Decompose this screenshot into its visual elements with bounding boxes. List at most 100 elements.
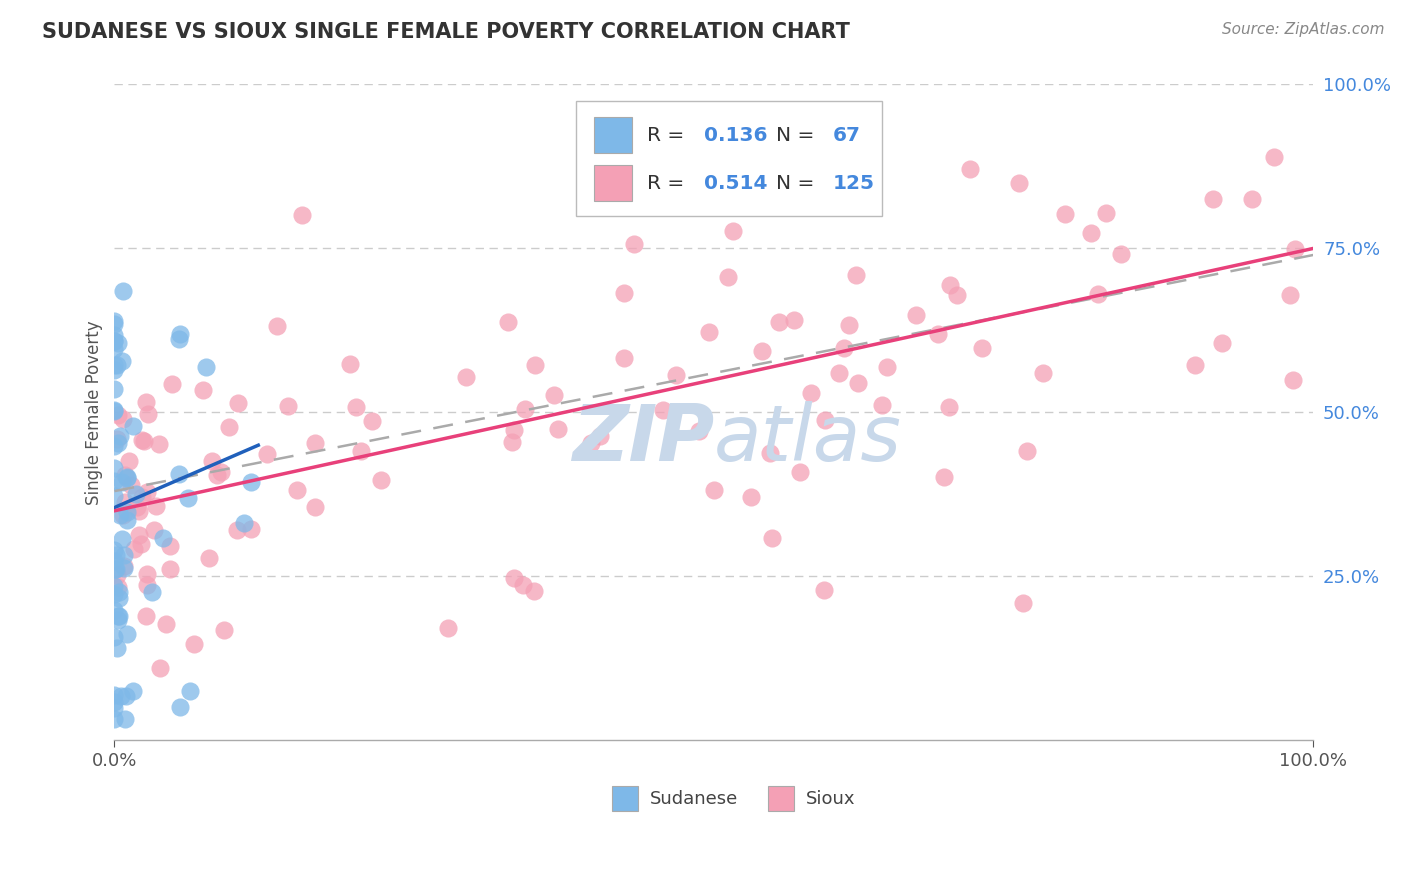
Point <box>846 376 869 390</box>
Point <box>232 516 254 530</box>
Point <box>613 351 636 365</box>
Point <box>501 435 523 450</box>
Point <box>946 288 969 302</box>
Point <box>115 627 138 641</box>
Point <box>344 400 367 414</box>
Point <box>115 513 138 527</box>
Point <box>112 284 135 298</box>
Point <box>169 327 191 342</box>
Point <box>112 560 135 574</box>
Point <box>105 432 128 446</box>
Point <box>513 402 536 417</box>
Point <box>108 591 131 605</box>
Point <box>107 436 129 450</box>
Point <box>117 505 139 519</box>
Point <box>108 585 131 599</box>
Point <box>1263 149 1285 163</box>
Point <box>938 401 960 415</box>
Point <box>456 370 478 384</box>
Point <box>623 237 645 252</box>
Point <box>768 314 790 328</box>
Point <box>103 382 125 396</box>
Point <box>108 428 131 442</box>
Point <box>1080 226 1102 240</box>
Point <box>1015 443 1038 458</box>
Point <box>304 500 326 515</box>
Point <box>155 616 177 631</box>
Text: ZIP: ZIP <box>572 401 714 476</box>
Point <box>110 689 132 703</box>
Point <box>226 396 249 410</box>
Point <box>256 447 278 461</box>
Point <box>740 491 762 505</box>
Point <box>108 508 131 522</box>
Point <box>121 418 143 433</box>
Point <box>613 286 636 301</box>
Point <box>152 531 174 545</box>
Point <box>107 609 129 624</box>
Point <box>496 315 519 329</box>
Point <box>688 424 710 438</box>
Point <box>105 568 128 582</box>
Point <box>1240 192 1263 206</box>
Point <box>800 386 823 401</box>
Point <box>523 584 546 599</box>
Point <box>589 429 612 443</box>
Text: R =: R = <box>647 126 690 145</box>
Text: N =: N = <box>776 126 821 145</box>
Point <box>266 319 288 334</box>
Text: Sudanese: Sudanese <box>651 790 738 808</box>
Point <box>1011 596 1033 610</box>
Point <box>1032 366 1054 380</box>
Point <box>360 414 382 428</box>
Point <box>105 549 128 563</box>
Point <box>304 435 326 450</box>
Point <box>107 408 129 422</box>
Point <box>759 446 782 460</box>
Point <box>751 344 773 359</box>
Point <box>814 413 837 427</box>
Point <box>115 470 138 484</box>
Point <box>128 504 150 518</box>
Text: atlas: atlas <box>714 401 901 476</box>
Text: Source: ZipAtlas.com: Source: ZipAtlas.com <box>1222 22 1385 37</box>
Point <box>105 562 128 576</box>
Point <box>103 334 125 348</box>
Point <box>972 341 994 355</box>
Point <box>828 367 851 381</box>
Point <box>665 368 688 382</box>
Point <box>134 434 156 448</box>
Point <box>1202 192 1225 206</box>
Point <box>103 402 125 417</box>
Point <box>277 399 299 413</box>
Point <box>136 578 159 592</box>
Point <box>122 542 145 557</box>
Point <box>145 499 167 513</box>
Point <box>870 398 893 412</box>
Y-axis label: Single Female Poverty: Single Female Poverty <box>86 320 103 505</box>
Point <box>191 384 214 398</box>
Point <box>107 613 129 627</box>
Point <box>579 436 602 450</box>
Point <box>131 433 153 447</box>
Point <box>370 473 392 487</box>
Point <box>135 609 157 624</box>
Point <box>103 404 125 418</box>
Point <box>821 181 844 195</box>
Point <box>103 334 125 348</box>
Point <box>129 537 152 551</box>
Point <box>148 437 170 451</box>
Bar <box>612 786 638 811</box>
Point <box>225 523 247 537</box>
Point <box>103 359 125 373</box>
Point <box>111 533 134 547</box>
Point <box>927 326 949 341</box>
Point <box>118 454 141 468</box>
Point <box>838 318 860 332</box>
Point <box>107 335 129 350</box>
Point <box>167 467 190 482</box>
Text: 0.136: 0.136 <box>704 126 768 145</box>
Point <box>103 688 125 702</box>
Text: SUDANESE VS SIOUX SINGLE FEMALE POVERTY CORRELATION CHART: SUDANESE VS SIOUX SINGLE FEMALE POVERTY … <box>42 22 851 42</box>
Point <box>103 630 125 644</box>
